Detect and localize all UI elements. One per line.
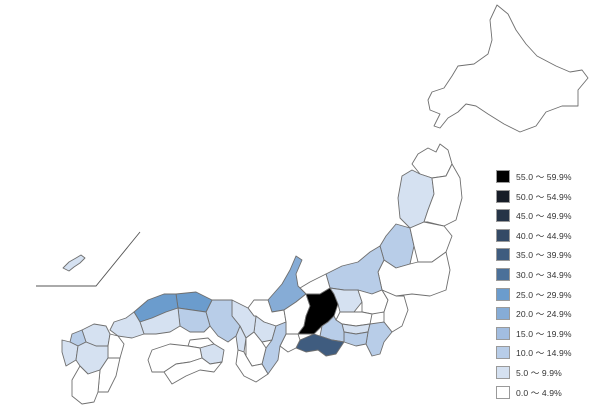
legend-swatch [496,287,510,301]
legend-swatch [496,170,510,183]
region-hiroshima[interactable] [139,307,181,335]
legend-item: 30.0 ～ 34.9% [494,266,598,286]
legend-label: 15.0 ～ 19.9% [516,328,572,339]
legend-label: 35.0 ～ 39.9% [516,250,572,261]
legend-swatch [496,365,510,379]
legend-swatch [496,385,510,399]
legend-label: 30.0 ～ 34.9% [516,269,572,280]
legend-item: 45.0 ～ 49.9% [494,207,598,227]
legend-item: 20.0 ～ 24.9% [494,305,598,325]
region-chiba[interactable] [365,321,393,357]
region-kagoshima[interactable] [71,365,101,405]
legend-swatch [496,267,510,281]
legend-swatch [496,248,510,262]
region-okinawa[interactable] [62,254,86,272]
region-ibaraki[interactable] [381,289,409,333]
legend-item: 40.0 ～ 44.9% [494,227,598,247]
legend-swatch [496,326,510,340]
legend-label: 55.0 ～ 59.9% [516,172,572,182]
legend-item: 35.0 ～ 39.9% [494,246,598,266]
legend-label: 20.0 ～ 24.9% [516,309,572,320]
legend-label: 10.0 ～ 14.9% [516,348,572,359]
region-tochigi[interactable] [357,289,389,315]
region-okayama[interactable] [177,307,211,333]
region-oita[interactable] [107,333,125,359]
okinawa-inset-divider [36,231,141,287]
legend-swatch [496,189,510,203]
region-kanagawa[interactable] [343,331,369,347]
legend-item: 0.0 ～ 4.9% [494,384,598,404]
legend-item: 15.0 ～ 19.9% [494,325,598,345]
legend-item: 10.0 ～ 14.9% [494,344,598,364]
legend-item: 55.0 ～ 59.9% [494,168,598,188]
region-kochi[interactable] [163,357,223,385]
region-niigata[interactable] [325,245,385,295]
region-wakayama[interactable] [235,349,269,383]
legend-swatch [496,307,510,321]
legend: 55.0 ～ 59.9% 50.0 ～ 54.9% 45.0 ～ 49.9% 40.0… [494,168,598,403]
legend-swatch [496,209,510,223]
legend-label: 50.0 ～ 54.9% [516,191,572,202]
legend-item: 50.0 ～ 54.9% [494,188,598,208]
legend-swatch [496,228,510,242]
legend-label: 25.0 ～ 29.9% [516,289,572,300]
region-shizuoka[interactable] [295,333,345,357]
legend-item: 5.0 ～ 9.9% [494,364,598,384]
region-hokkaido[interactable] [427,4,589,133]
legend-item: 25.0 ～ 29.9% [494,286,598,306]
region-iwate[interactable] [423,163,463,227]
legend-label: 40.0 ～ 44.9% [516,230,572,241]
region-mie[interactable] [261,321,287,375]
region-yamaguchi[interactable] [109,311,145,339]
legend-swatch [496,346,510,360]
legend-label: 45.0 ～ 49.9% [516,211,572,222]
legend-label: 5.0 ～ 9.9% [516,367,562,378]
legend-label: 0.0 ～ 4.9% [516,387,562,398]
